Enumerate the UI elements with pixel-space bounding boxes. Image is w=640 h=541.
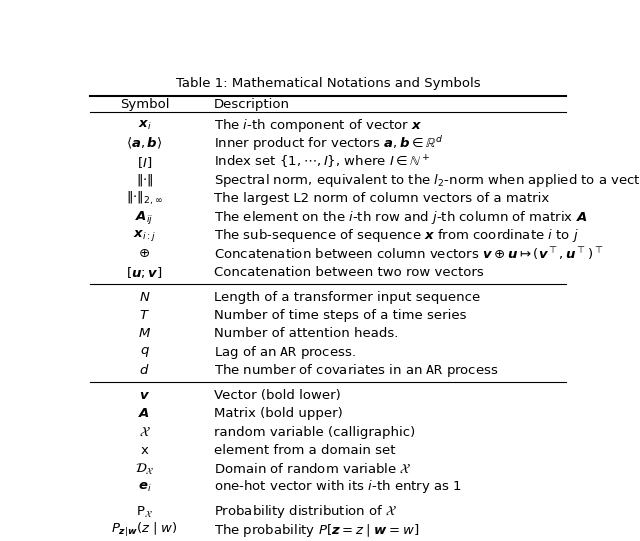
Text: $\|{\cdot}\|$: $\|{\cdot}\|$ <box>136 173 154 188</box>
Text: $\boldsymbol{v}$: $\boldsymbol{v}$ <box>139 389 150 402</box>
Text: Vector (bold lower): Vector (bold lower) <box>214 389 340 402</box>
Text: Table 1: Mathematical Notations and Symbols: Table 1: Mathematical Notations and Symb… <box>176 77 480 90</box>
Text: $M$: $M$ <box>138 327 151 340</box>
Text: $\boldsymbol{x}_i$: $\boldsymbol{x}_i$ <box>138 119 151 132</box>
Text: random variable (calligraphic): random variable (calligraphic) <box>214 426 415 439</box>
Text: Spectral norm, equivalent to the $l_2$-norm when applied to a vector: Spectral norm, equivalent to the $l_2$-n… <box>214 172 640 189</box>
Text: $q$: $q$ <box>140 345 149 359</box>
Text: The $i$-th component of vector $\boldsymbol{x}$: The $i$-th component of vector $\boldsym… <box>214 117 422 134</box>
Text: $P_{\boldsymbol{z}|\boldsymbol{w}}(z \mid w)$: $P_{\boldsymbol{z}|\boldsymbol{w}}(z \mi… <box>111 522 177 539</box>
Text: x: x <box>141 444 148 457</box>
Text: $\mathcal{D}_{\mathcal{X}}$: $\mathcal{D}_{\mathcal{X}}$ <box>134 461 154 476</box>
Text: The sub-sequence of sequence $\boldsymbol{x}$ from coordinate $i$ to $j$: The sub-sequence of sequence $\boldsymbo… <box>214 227 579 244</box>
Text: Inner product for vectors $\boldsymbol{a}, \boldsymbol{b} \in \mathbb{R}^d$: Inner product for vectors $\boldsymbol{a… <box>214 134 444 153</box>
Text: Lag of an $\mathtt{AR}$ process.: Lag of an $\mathtt{AR}$ process. <box>214 344 356 360</box>
Text: The largest L2 norm of column vectors of a matrix: The largest L2 norm of column vectors of… <box>214 192 549 205</box>
Text: $\mathrm{P}_{\mathcal{X}}$: $\mathrm{P}_{\mathcal{X}}$ <box>136 505 153 519</box>
Text: Domain of random variable $\mathcal{X}$: Domain of random variable $\mathcal{X}$ <box>214 462 412 476</box>
Text: Concatenation between two row vectors: Concatenation between two row vectors <box>214 266 484 279</box>
Text: $\oplus$: $\oplus$ <box>138 247 150 260</box>
Text: $\mathcal{X}$: $\mathcal{X}$ <box>139 426 150 439</box>
Text: Number of time steps of a time series: Number of time steps of a time series <box>214 309 467 322</box>
Text: Index set $\{1, \cdots, I\}$, where $I \in \mathbb{N}^+$: Index set $\{1, \cdots, I\}$, where $I \… <box>214 154 431 170</box>
Text: Concatenation between column vectors $\boldsymbol{v} \oplus \boldsymbol{u} \maps: Concatenation between column vectors $\b… <box>214 245 604 262</box>
Text: $d$: $d$ <box>140 364 150 378</box>
Text: $\boldsymbol{e}_i$: $\boldsymbol{e}_i$ <box>138 480 151 493</box>
Text: $\|{\cdot}\|_{2,\infty}$: $\|{\cdot}\|_{2,\infty}$ <box>126 190 163 207</box>
Text: $\boldsymbol{A}_{ij}$: $\boldsymbol{A}_{ij}$ <box>135 208 154 226</box>
Text: $[\boldsymbol{u}; \boldsymbol{v}]$: $[\boldsymbol{u}; \boldsymbol{v}]$ <box>126 265 163 280</box>
Text: The element on the $i$-th row and $j$-th column of matrix $\boldsymbol{A}$: The element on the $i$-th row and $j$-th… <box>214 208 587 226</box>
Text: element from a domain set: element from a domain set <box>214 444 396 457</box>
Text: Probability distribution of $\mathcal{X}$: Probability distribution of $\mathcal{X}… <box>214 504 397 520</box>
Text: $N$: $N$ <box>139 291 150 304</box>
Text: one-hot vector with its $i$-th entry as 1: one-hot vector with its $i$-th entry as … <box>214 478 462 496</box>
Text: $[I]$: $[I]$ <box>137 155 152 169</box>
Text: Symbol: Symbol <box>120 98 169 111</box>
Text: $T$: $T$ <box>139 309 150 322</box>
Text: Matrix (bold upper): Matrix (bold upper) <box>214 407 342 420</box>
Text: $\boldsymbol{A}$: $\boldsymbol{A}$ <box>138 407 150 420</box>
Text: $\boldsymbol{x}_{i:j}$: $\boldsymbol{x}_{i:j}$ <box>133 228 156 243</box>
Text: Number of attention heads.: Number of attention heads. <box>214 327 398 340</box>
Text: The probability $P[\boldsymbol{z} = z \mid \boldsymbol{w} = w]$: The probability $P[\boldsymbol{z} = z \m… <box>214 522 419 539</box>
Text: $\langle \boldsymbol{a}, \boldsymbol{b} \rangle$: $\langle \boldsymbol{a}, \boldsymbol{b} … <box>126 136 163 151</box>
Text: Length of a transformer input sequence: Length of a transformer input sequence <box>214 291 480 304</box>
Text: The number of covariates in an $\mathtt{AR}$ process: The number of covariates in an $\mathtt{… <box>214 362 499 379</box>
Text: Description: Description <box>214 98 290 111</box>
